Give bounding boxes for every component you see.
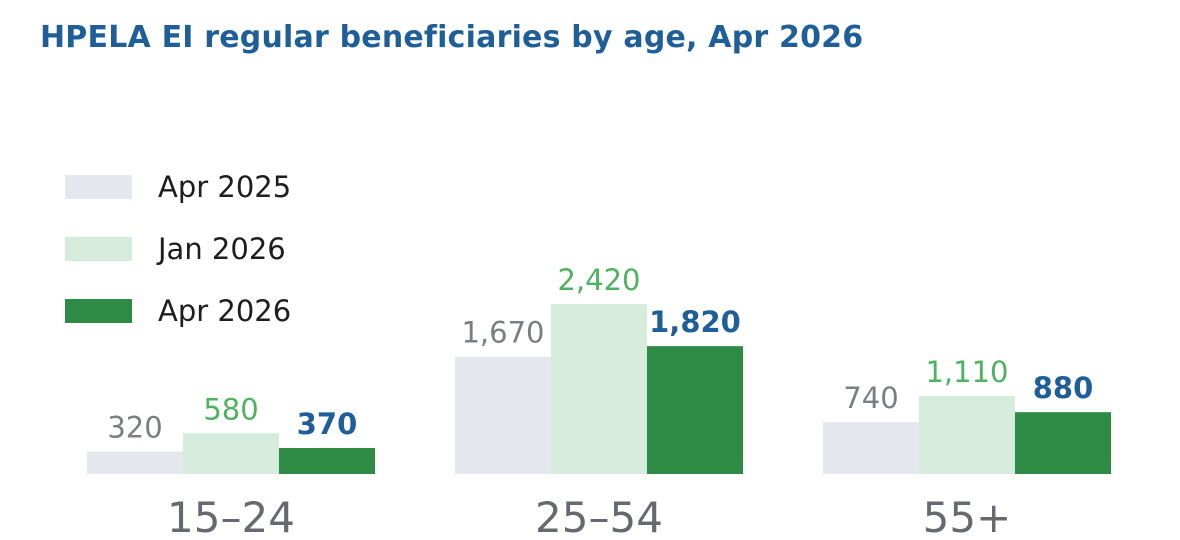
value-label-15-24-apr-2026: 370 xyxy=(297,407,358,441)
legend-label-apr-2026: Apr 2026 xyxy=(158,294,291,328)
legend-swatch-apr-2025 xyxy=(65,175,132,199)
value-label-25-54-apr-2026: 1,820 xyxy=(649,305,741,339)
legend-label-apr-2025: Apr 2025 xyxy=(158,170,291,204)
chart-title: HPELA EI regular beneficiaries by age, A… xyxy=(40,20,864,55)
legend-swatch-apr-2026 xyxy=(65,299,132,323)
bar-25-54-apr-2025 xyxy=(455,356,551,474)
category-label-15-24: 15–24 xyxy=(167,493,295,540)
value-label-55plus-apr-2026: 880 xyxy=(1033,371,1094,405)
bar-55plus-apr-2025 xyxy=(823,422,919,474)
value-label-55plus-jan-2026: 1,110 xyxy=(925,355,1008,389)
legend-label-jan-2026: Jan 2026 xyxy=(156,232,286,266)
bar-25-54-jan-2026 xyxy=(551,304,647,474)
category-label-25-54: 25–54 xyxy=(535,493,663,540)
value-label-55plus-apr-2025: 740 xyxy=(843,381,898,415)
value-label-25-54-jan-2026: 2,420 xyxy=(557,263,640,297)
value-label-15-24-jan-2026: 580 xyxy=(203,392,258,426)
bar-15-24-apr-2026 xyxy=(279,448,375,474)
bar-15-24-apr-2025 xyxy=(87,451,183,474)
bar-55plus-apr-2026 xyxy=(1015,412,1111,474)
legend-swatch-jan-2026 xyxy=(65,237,132,261)
value-label-15-24-apr-2025: 320 xyxy=(107,411,162,445)
value-label-25-54-apr-2025: 1,670 xyxy=(461,316,544,350)
category-label-55plus: 55+ xyxy=(923,493,1012,540)
bar-55plus-jan-2026 xyxy=(919,396,1015,474)
bar-15-24-jan-2026 xyxy=(183,433,279,474)
bar-25-54-apr-2026 xyxy=(647,346,743,474)
